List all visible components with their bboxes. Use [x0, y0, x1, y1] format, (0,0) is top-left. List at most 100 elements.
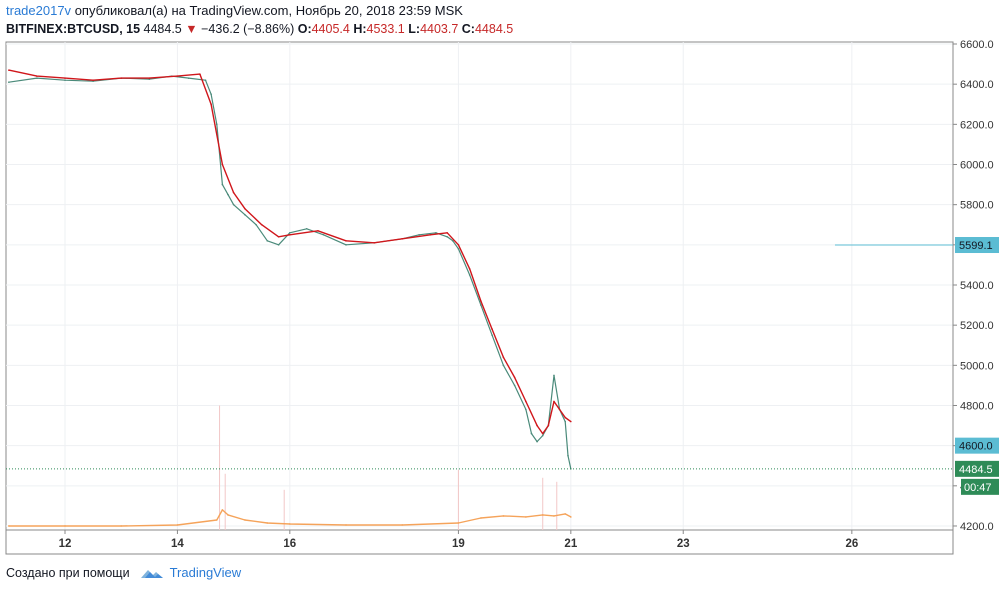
series-point — [8, 525, 10, 527]
series-point — [491, 334, 493, 337]
series-point — [525, 400, 527, 403]
series-point — [289, 233, 291, 236]
y-tick-label: 4200.0 — [960, 521, 994, 533]
series-point — [215, 123, 218, 126]
series-point — [525, 516, 527, 518]
series-point — [64, 79, 66, 81]
series-point — [513, 376, 516, 379]
series-point — [345, 524, 347, 526]
price-line-label: 5599.1 — [959, 240, 993, 252]
series-point — [36, 77, 38, 79]
series-point — [176, 524, 179, 526]
x-tick-label: 16 — [283, 538, 296, 550]
series-point — [199, 73, 201, 75]
series-point — [513, 384, 516, 387]
series-point — [232, 203, 235, 206]
series-point — [468, 274, 471, 276]
series-point — [322, 233, 325, 236]
series-point — [541, 514, 544, 516]
series-point — [547, 424, 550, 427]
open-label: O: — [297, 22, 312, 36]
close-value: 4484.5 — [474, 22, 514, 36]
y-tick-label: 5000.0 — [960, 360, 994, 372]
series-point — [457, 522, 460, 524]
series-point — [457, 248, 460, 250]
y-tick-label: 5800.0 — [960, 200, 994, 212]
series-point — [64, 77, 66, 79]
series-point — [210, 103, 212, 106]
series-point — [227, 514, 229, 516]
series-point — [553, 515, 555, 517]
countdown-tag — [961, 478, 999, 495]
series-point — [187, 77, 190, 79]
series-point — [536, 440, 538, 443]
series-point — [480, 304, 482, 306]
series-point — [541, 434, 544, 437]
series-point — [289, 523, 291, 525]
series-point — [480, 300, 482, 302]
countdown-label: 00:47 — [964, 482, 992, 494]
tradingview-brand-link[interactable]: TradingView — [169, 565, 242, 580]
series-point — [255, 223, 257, 226]
series-point — [435, 231, 437, 234]
price-line-label: 4600.0 — [959, 441, 993, 453]
price-chart[interactable]: 6600.06400.06200.06000.05800.05600.05400… — [0, 0, 1006, 560]
series-point — [480, 517, 482, 519]
series-point — [564, 513, 567, 515]
series-point — [418, 233, 420, 236]
series-point — [345, 240, 347, 242]
series-point — [491, 328, 493, 330]
last-price-label: 4484.5 — [959, 464, 993, 476]
y-tick-label: 6000.0 — [960, 160, 994, 172]
series-point — [289, 231, 291, 234]
series-point — [468, 268, 471, 270]
series-point — [502, 356, 505, 359]
price-change: −436.2 (−8.86%) — [201, 22, 295, 36]
tradingview-logo-icon[interactable] — [140, 566, 164, 580]
symbol-label[interactable]: BITFINEX:BTCUSD, 15 — [6, 22, 141, 36]
x-tick-label: 12 — [59, 538, 72, 550]
series-point — [266, 522, 269, 524]
series-point — [530, 432, 533, 435]
series-point — [446, 235, 448, 238]
plot-area — [5, 41, 954, 531]
series-point — [558, 408, 561, 411]
x-axis-frame — [5, 529, 954, 555]
down-arrow-icon: ▼ — [185, 22, 198, 36]
series-point — [64, 525, 66, 527]
x-tick-label: 23 — [677, 538, 690, 550]
footer: Создано при помощи TradingView — [6, 565, 241, 580]
series-point — [232, 191, 235, 194]
x-tick-label: 14 — [171, 538, 184, 550]
series-point — [120, 525, 123, 527]
series-point — [429, 233, 432, 236]
series-point — [221, 509, 224, 511]
series-point — [92, 79, 94, 81]
series-point — [244, 213, 246, 216]
series-point — [244, 207, 246, 210]
series-point — [401, 238, 404, 240]
high-value: 4533.1 — [366, 22, 405, 36]
last-price: 4484.5 — [143, 22, 182, 36]
series-point — [536, 424, 538, 427]
series-point — [502, 364, 505, 367]
y-tick-label: 6600.0 — [960, 39, 994, 51]
series-point — [564, 416, 567, 419]
high-label: H: — [353, 22, 367, 36]
series-point — [215, 519, 218, 521]
series-point — [277, 244, 280, 246]
y-tick-label: 4800.0 — [960, 400, 994, 412]
series-point — [317, 229, 319, 232]
open-value: 4405.4 — [311, 22, 350, 36]
series-point — [8, 69, 10, 71]
published-text: опубликовал(а) на TradingView.com, Ноябр… — [74, 3, 463, 18]
y-tick-label: 6200.0 — [960, 119, 994, 131]
series-point — [570, 420, 572, 423]
series-point — [120, 77, 123, 79]
price-line-tag — [955, 437, 999, 454]
series-point — [148, 77, 151, 79]
series-point — [525, 408, 527, 411]
author-link[interactable]: trade2017v — [6, 3, 72, 18]
series-point — [36, 75, 38, 77]
x-tick-label: 19 — [452, 538, 465, 550]
